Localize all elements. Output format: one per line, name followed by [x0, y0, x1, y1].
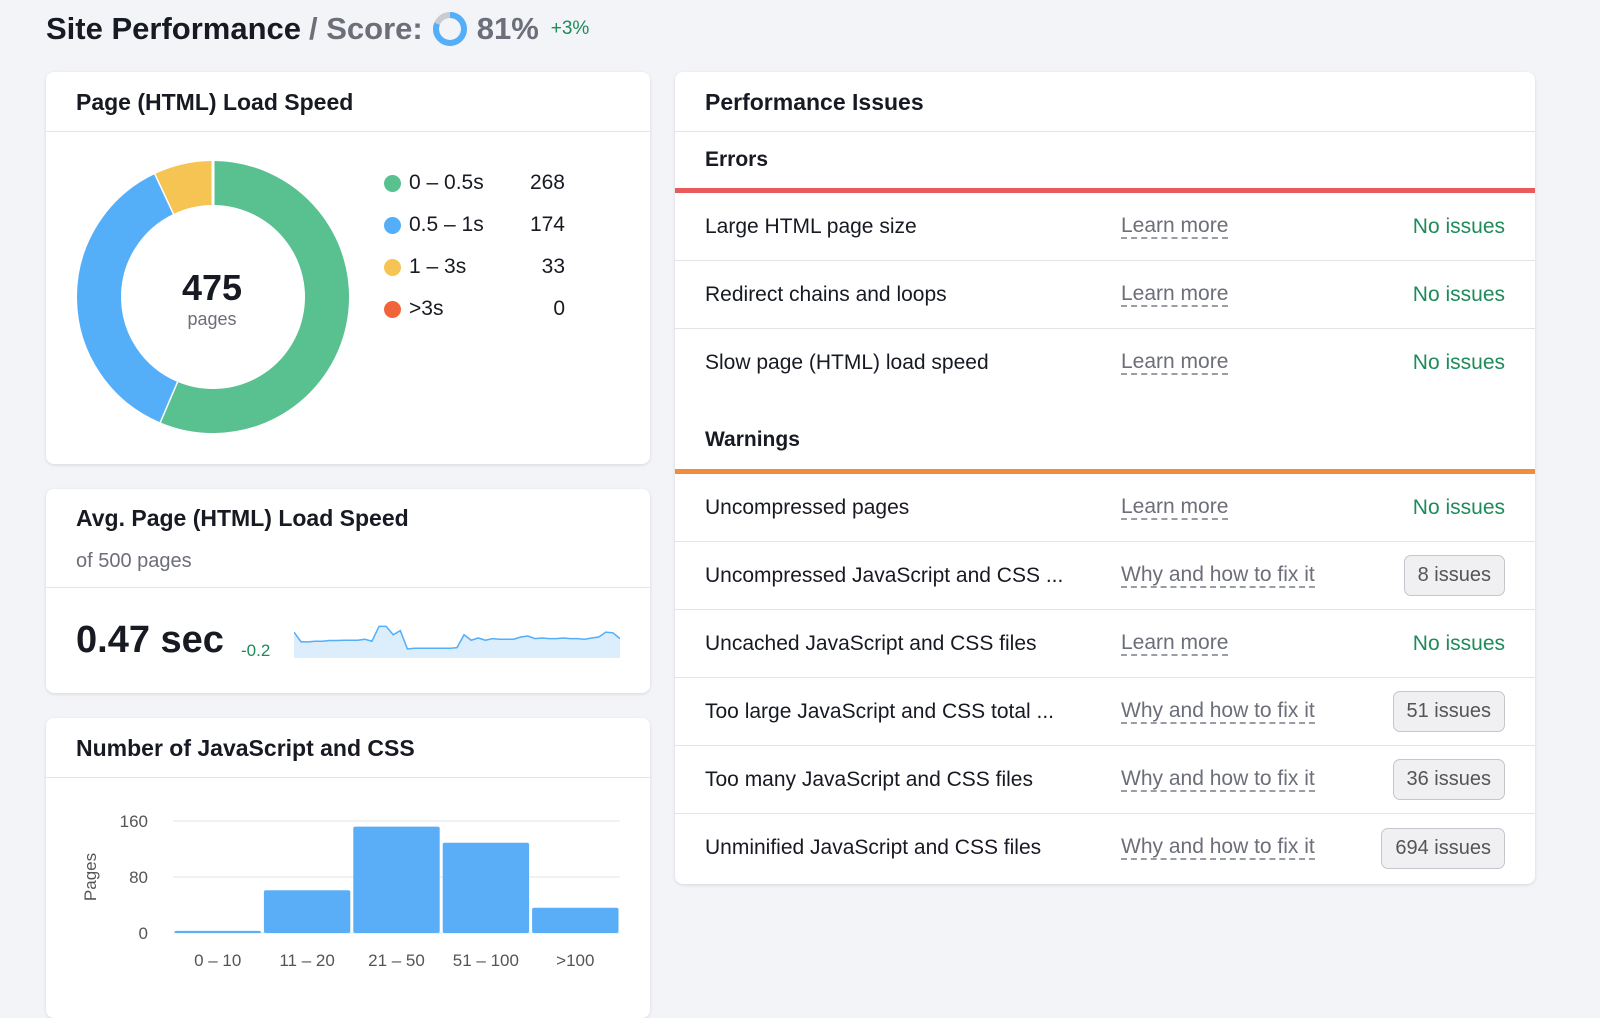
- issue-status: No issues: [1412, 282, 1505, 306]
- avg-speed-value: 0.47 sec: [76, 619, 224, 661]
- issue-help-link[interactable]: Learn more: [1121, 213, 1229, 239]
- issue-row: Unminified JavaScript and CSS files Why a…: [675, 814, 1535, 882]
- legend-dot-icon: [384, 300, 401, 318]
- issue-name: Unminified JavaScript and CSS files: [705, 836, 1042, 859]
- legend-item[interactable]: 1 – 3s 33: [384, 246, 565, 288]
- avg-speed-delta: -0.2: [241, 641, 271, 660]
- x-tick-label: >100: [556, 951, 594, 970]
- legend-item[interactable]: 0 – 0.5s 268: [384, 162, 565, 204]
- issue-status: No issues: [1412, 214, 1505, 238]
- avg-speed-card: Avg. Page (HTML) Load Speed of 500 pages…: [46, 489, 650, 693]
- bar[interactable]: [442, 842, 530, 933]
- card-subtitle: of 500 pages: [46, 532, 650, 588]
- y-tick-label: 160: [120, 812, 148, 831]
- bar[interactable]: [174, 930, 261, 933]
- score-label: / Score:: [309, 11, 423, 46]
- load-speed-card: Page (HTML) Load Speed 475 pages 0 – 0.5…: [46, 72, 650, 464]
- title-text: Site Performance: [46, 11, 301, 46]
- donut-legend: 0 – 0.5s 268 0.5 – 1s 174 1 – 3s 33 >3s 0: [384, 162, 565, 330]
- issue-row: Slow page (HTML) load speed Learn more No …: [675, 329, 1535, 397]
- issue-row: Uncompressed pages Learn more No issues: [675, 474, 1535, 542]
- issue-name: Too large JavaScript and CSS total ...: [705, 699, 1055, 723]
- errors-heading: Errors: [705, 148, 769, 171]
- issue-name: Slow page (HTML) load speed: [705, 351, 989, 374]
- legend-dot-icon: [384, 174, 401, 192]
- issue-help-link[interactable]: Why and how to fix it: [1121, 562, 1315, 588]
- x-tick-label: 51 – 100: [453, 951, 519, 970]
- bar[interactable]: [353, 826, 440, 933]
- card-title: Performance Issues: [675, 72, 1535, 132]
- errors-divider: [675, 188, 1535, 193]
- legend-label: 1 – 3s: [409, 255, 467, 278]
- card-title: Page (HTML) Load Speed: [46, 72, 650, 132]
- issue-status: No issues: [1412, 351, 1505, 374]
- issue-help-link[interactable]: Learn more: [1121, 630, 1229, 656]
- donut-slice[interactable]: [155, 161, 214, 214]
- donut-slice[interactable]: [159, 161, 349, 433]
- issue-help-link[interactable]: Why and how to fix it: [1121, 835, 1315, 860]
- donut-total-label: pages: [187, 309, 237, 329]
- issue-name: Large HTML page size: [705, 214, 917, 238]
- issue-row: Large HTML page size Learn more No issues: [675, 193, 1535, 261]
- issue-help-link[interactable]: Learn more: [1121, 281, 1229, 307]
- bar[interactable]: [263, 890, 351, 933]
- issue-help-link[interactable]: Learn more: [1121, 350, 1229, 375]
- issue-row: Redirect chains and loops Learn more No is…: [675, 261, 1535, 329]
- load-speed-donut: [77, 160, 349, 433]
- issue-name: Too many JavaScript and CSS files: [705, 767, 1033, 791]
- issue-name: Uncompressed JavaScript and CSS ...: [705, 563, 1064, 587]
- sparkline-area: [294, 626, 620, 658]
- issue-row: Uncached JavaScript and CSS files Learn m…: [675, 610, 1535, 678]
- issue-name: Uncached JavaScript and CSS files: [705, 631, 1037, 655]
- score-delta: +3%: [550, 18, 590, 39]
- issue-row: Too many JavaScript and CSS files Why and…: [675, 746, 1535, 814]
- legend-dot-icon: [384, 216, 401, 234]
- issue-help-link[interactable]: Why and how to fix it: [1121, 698, 1315, 724]
- legend-label: >3s: [409, 297, 444, 320]
- issues-count-button[interactable]: 694 issues: [1381, 827, 1505, 869]
- donut-hole: [122, 206, 304, 388]
- score-ring-icon: [432, 12, 467, 46]
- legend-value: 0: [553, 297, 565, 320]
- avg-speed-sparkline: [294, 625, 620, 658]
- legend-value: 268: [529, 171, 565, 194]
- warnings-divider: [675, 469, 1535, 474]
- issues-count-button[interactable]: 36 issues: [1392, 759, 1505, 800]
- issue-name: Uncompressed pages: [705, 495, 910, 519]
- issue-help-link[interactable]: Learn more: [1121, 494, 1229, 520]
- card-title: Number of JavaScript and CSS: [46, 718, 650, 778]
- legend-dot-icon: [384, 258, 401, 276]
- sparkline-line: [294, 625, 620, 650]
- y-tick-label: 80: [129, 868, 148, 887]
- x-tick-label: 21 – 50: [368, 951, 425, 970]
- donut-slice[interactable]: [77, 173, 178, 423]
- js-css-card: Number of JavaScript and CSS 0 80 160 Pages…: [46, 718, 650, 1018]
- bar[interactable]: [532, 907, 619, 933]
- legend-label: 0.5 – 1s: [409, 213, 484, 236]
- issue-row: Too large JavaScript and CSS total ... Wh…: [675, 678, 1535, 746]
- issue-status: No issues: [1412, 631, 1505, 655]
- y-axis-label: Pages: [81, 853, 100, 901]
- issue-status: No issues: [1412, 495, 1505, 519]
- x-tick-label: 11 – 20: [279, 951, 334, 970]
- legend-label: 0 – 0.5s: [409, 171, 484, 194]
- donut-total: 475: [181, 267, 243, 308]
- js-css-bar-chart: 0 80 160 Pages 0 – 10 11 – 20 21 – 50 51 – 100 >…: [81, 812, 620, 970]
- issues-count-button[interactable]: 51 issues: [1392, 691, 1505, 732]
- issue-help-link[interactable]: Why and how to fix it: [1121, 766, 1315, 792]
- performance-issues-card: Performance Issues Errors Large HTML pag…: [675, 72, 1535, 884]
- page-title: Site Performance / Score: 81% +3%: [46, 10, 589, 48]
- x-tick-label: 0 – 10: [194, 951, 241, 970]
- legend-value: 174: [529, 213, 565, 236]
- legend-value: 33: [541, 255, 565, 278]
- issue-name: Redirect chains and loops: [705, 282, 947, 306]
- score-value: 81%: [476, 11, 539, 46]
- warnings-heading: Warnings: [705, 428, 800, 451]
- legend-item[interactable]: >3s 0: [384, 288, 565, 330]
- legend-item[interactable]: 0.5 – 1s 174: [384, 204, 565, 246]
- card-title: Avg. Page (HTML) Load Speed: [76, 505, 409, 531]
- issues-count-button[interactable]: 8 issues: [1403, 555, 1505, 596]
- issue-row: Uncompressed JavaScript and CSS ... Why a…: [675, 542, 1535, 610]
- y-tick-label: 0: [139, 924, 148, 943]
